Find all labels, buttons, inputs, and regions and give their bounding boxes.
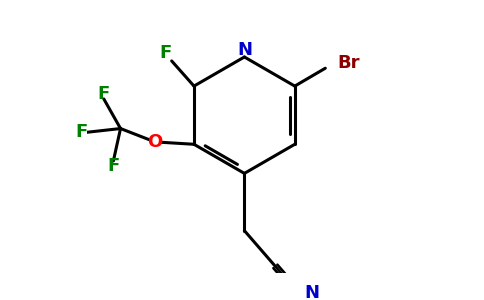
Text: N: N [237, 41, 252, 59]
Text: F: F [98, 85, 110, 103]
Text: Br: Br [337, 54, 360, 72]
Text: F: F [107, 157, 120, 175]
Text: N: N [304, 284, 319, 300]
Text: F: F [76, 123, 88, 141]
Text: F: F [159, 44, 171, 62]
Text: O: O [147, 133, 163, 151]
